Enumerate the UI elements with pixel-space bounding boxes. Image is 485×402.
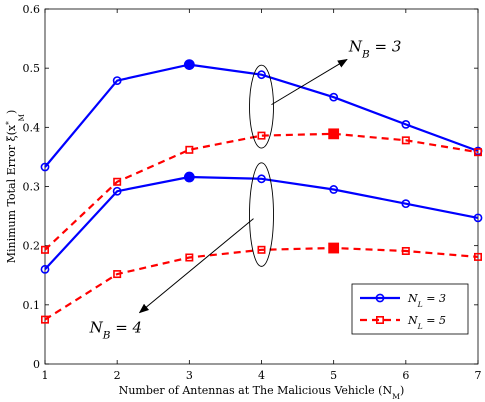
- legend-label-1: NL​ = 5: [407, 314, 446, 331]
- data-point: [183, 59, 195, 71]
- data-point: [257, 131, 266, 140]
- data-point: [40, 315, 49, 324]
- x-tick-label: 5: [330, 369, 337, 382]
- data-point: [329, 92, 339, 102]
- legend-box: [351, 283, 469, 335]
- x-tick-label: 3: [186, 369, 193, 382]
- x-tick-label: 1: [42, 369, 49, 382]
- data-point: [257, 174, 266, 184]
- data-point: [329, 185, 339, 194]
- annotation-label: NB​ = 3: [348, 37, 402, 60]
- legend-marker-0: [375, 293, 385, 303]
- y-axis-title: Minimum Total Error ξ(x*M​): [4, 110, 27, 264]
- x-axis-title: Number of Antennas at The Malicious Vehi…: [119, 384, 405, 401]
- data-point: [113, 177, 122, 186]
- y-tick-label: 0: [33, 358, 40, 371]
- data-point: [40, 162, 50, 172]
- data-point: [401, 136, 410, 145]
- data-point: [257, 70, 266, 80]
- legend-label-0: NL​ = 3: [407, 292, 446, 309]
- y-tick-label: 0.3: [23, 181, 41, 194]
- data-point: [112, 76, 122, 85]
- y-tick-label: 0.1: [23, 299, 41, 312]
- data-point: [257, 245, 266, 254]
- series-line-0: [44, 63, 479, 168]
- data-point: [185, 145, 194, 154]
- x-tick-label: 4: [258, 369, 265, 382]
- y-tick-label: 0.2: [23, 240, 41, 253]
- data-point: [328, 242, 340, 254]
- annotation-label: NB​ = 4: [89, 319, 143, 342]
- series-line-2: [44, 175, 479, 271]
- group-ellipse-1: [249, 162, 274, 267]
- data-point: [473, 213, 483, 223]
- data-point: [112, 186, 122, 196]
- y-tick-label: 0.5: [23, 62, 41, 75]
- data-point: [401, 246, 410, 255]
- data-point: [473, 252, 482, 261]
- data-point: [113, 270, 122, 279]
- legend-marker-1: [375, 315, 384, 324]
- group-ellipse-0: [249, 64, 274, 149]
- data-point: [40, 245, 49, 254]
- x-tick-label: 6: [402, 369, 409, 382]
- annotation-arrow: [138, 218, 254, 314]
- series-line-3: [44, 246, 479, 321]
- annotation-arrow: [271, 58, 348, 106]
- y-tick-label: 0.6: [23, 3, 41, 16]
- x-tick-label: 2: [114, 369, 121, 382]
- series-line-1: [44, 132, 479, 251]
- data-point: [40, 264, 50, 274]
- data-point: [183, 171, 195, 183]
- data-point: [328, 128, 340, 140]
- data-point: [473, 148, 482, 157]
- x-tick-label: 7: [475, 369, 482, 382]
- data-point: [401, 119, 411, 129]
- data-point: [401, 199, 411, 209]
- data-point: [185, 253, 194, 262]
- y-tick-label: 0.4: [23, 121, 41, 134]
